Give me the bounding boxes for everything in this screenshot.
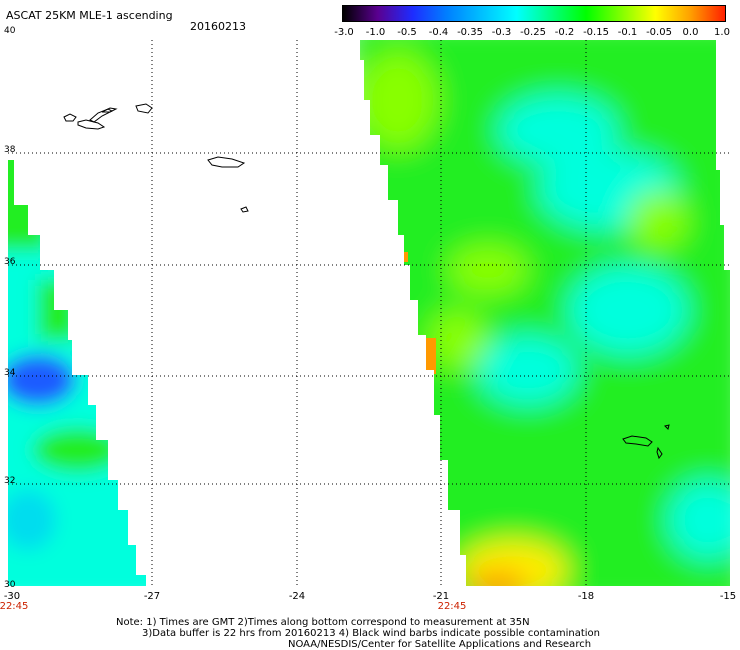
azores-island-5 (135, 103, 153, 114)
right-swath-orange-dot (402, 252, 408, 262)
coastlines (63, 103, 670, 460)
colorbar-tick-11: 0.0 (682, 27, 699, 38)
swath-time-right: 22:45 (437, 601, 467, 612)
azores-island-3 (89, 108, 114, 123)
right-swath-orange-edge (426, 338, 436, 374)
madeira-island (622, 435, 653, 447)
colorbar-tick-4: -0.35 (457, 27, 483, 38)
colorbar-tick-0: -3.0 (334, 27, 354, 38)
left-swath-green-top (8, 160, 48, 250)
colorbar (342, 5, 726, 22)
map-title: ASCAT 25KM MLE-1 ascending (6, 9, 173, 22)
colorbar-tick-10: -0.05 (646, 27, 672, 38)
right-swath-lime-1 (628, 190, 688, 250)
right-swath-yellow-top (360, 50, 438, 150)
left-swath (8, 160, 146, 586)
lat-label-40: 40 (4, 26, 16, 36)
madeira-islet-1 (656, 446, 663, 460)
colorbar-tick-3: -0.4 (428, 27, 449, 38)
right-swath-cyan-1 (498, 95, 618, 165)
right-swath-orange-low (468, 571, 528, 586)
left-swath-blue-patch (8, 354, 76, 406)
lat-label-32: 32 (4, 476, 16, 486)
madeira-islet-2 (664, 424, 670, 430)
map-date: 20160213 (190, 20, 246, 33)
lat-label-36: 36 (4, 257, 16, 267)
note-line-2: 3)Data buffer is 22 hrs from 20160213 4)… (142, 628, 600, 639)
colorbar-tick-9: -0.1 (617, 27, 638, 38)
colorbar-tick-6: -0.25 (520, 27, 546, 38)
colorbar-tick-5: -0.3 (491, 27, 512, 38)
azores-island-7 (240, 206, 249, 213)
colorbar-tick-2: -0.5 (397, 27, 417, 38)
lon-label-27: -27 (143, 591, 161, 602)
swath-time-left: 22:45 (0, 601, 29, 612)
lon-label-15: -15 (719, 591, 737, 602)
lat-label-30: 30 (4, 580, 16, 590)
colorbar-tick-12: 1.0 (714, 27, 730, 38)
lon-label-18: -18 (577, 591, 595, 602)
left-swath-cyan-deep (8, 490, 56, 550)
right-swath-cyan-4 (478, 335, 578, 405)
lat-label-38: 38 (4, 145, 16, 155)
left-swath-green-mid (38, 280, 78, 340)
azores-island-4 (101, 107, 118, 113)
lon-label-21: -21 (432, 591, 450, 602)
note-line-1: Note: 1) Times are GMT 2)Times along bot… (116, 617, 530, 628)
lat-label-34: 34 (4, 368, 16, 378)
colorbar-tick-7: -0.2 (554, 27, 575, 38)
lon-label-30: -30 (3, 591, 21, 602)
colorbar-tick-8: -0.15 (583, 27, 609, 38)
right-swath-cyan-3 (568, 265, 688, 355)
wind-map (8, 40, 730, 586)
azores-island-1 (63, 113, 77, 122)
right-swath (360, 40, 730, 586)
note-line-3: NOAA/NESDIS/Center for Satellite Applica… (288, 639, 592, 650)
right-swath-yellow-mid (448, 245, 528, 295)
azores-island-2 (77, 119, 106, 130)
lat-lon-grid (8, 40, 730, 586)
right-swath-cyan-5 (668, 480, 730, 560)
colorbar-tick-1: -1.0 (365, 27, 386, 38)
lon-label-24: -24 (288, 591, 306, 602)
left-swath-green-low (33, 428, 123, 472)
right-swath-lime-2 (428, 310, 488, 370)
azores-island-6 (207, 156, 246, 168)
